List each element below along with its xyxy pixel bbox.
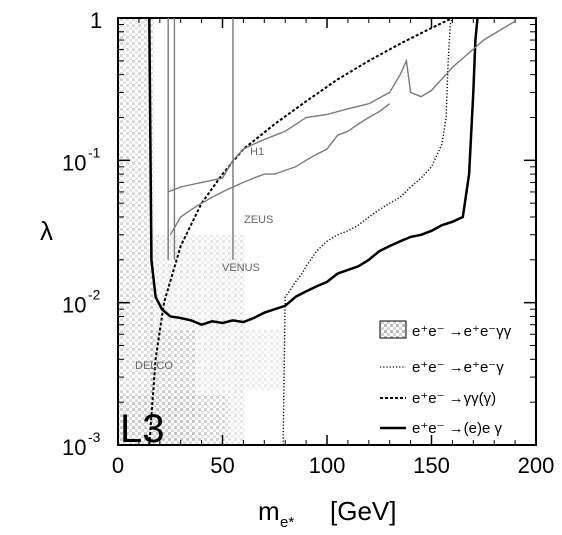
label-h1: H1: [250, 146, 264, 158]
y-tick-exponent: -3: [88, 429, 101, 445]
exclusion-texture: [118, 18, 285, 445]
legend-entry-3: e⁺e⁻ →γγ(γ): [412, 390, 496, 407]
svg-text:m: m: [258, 496, 280, 526]
y-tick-exponent: -1: [88, 144, 101, 160]
legend-entry-4: e⁺e⁻ →(e)e γ: [412, 420, 503, 437]
label-delco: DELCO: [135, 360, 173, 372]
legend-entry-2: e⁺e⁻ →e⁺e⁻γ: [412, 359, 504, 376]
legend-entry-1: e⁺e⁻ →e⁺e⁻γγ: [412, 323, 512, 340]
x-tick-label: 0: [112, 453, 124, 478]
x-tick-label: 100: [309, 453, 346, 478]
legend: e⁺e⁻ →e⁺e⁻γγ e⁺e⁻ →e⁺e⁻γ e⁺e⁻ →γγ(γ) e⁺e…: [379, 320, 512, 437]
label-zeus: ZEUS: [244, 214, 273, 226]
series-line-dotted-1: [282, 18, 454, 445]
series-line-solid-0: [148, 18, 479, 327]
x-tick-label: 150: [413, 453, 450, 478]
svg-text:[GeV]: [GeV]: [330, 496, 396, 526]
y-tick-exponent: -2: [88, 287, 101, 303]
y-tick-label: 10: [62, 293, 86, 318]
series-line-grey-solid-3: [167, 20, 516, 193]
label-venus: VENUS: [222, 262, 260, 274]
l3-label: L3: [120, 407, 165, 451]
series-line-dashed-2: [148, 18, 453, 445]
series-layer: [148, 18, 516, 445]
y-axis-label: λ: [40, 216, 53, 246]
x-tick-label: 200: [518, 453, 555, 478]
legend-swatch-box: [379, 320, 407, 339]
y-tick-label: 1: [90, 8, 102, 33]
svg-text:e*: e*: [280, 514, 294, 531]
x-axis-label: m e* [GeV]: [258, 496, 396, 531]
y-tick-label: 10: [62, 150, 86, 175]
series-line-grey-solid-4: [169, 103, 391, 236]
y-tick-label: 10: [62, 435, 86, 460]
x-tick-label: 50: [210, 453, 234, 478]
